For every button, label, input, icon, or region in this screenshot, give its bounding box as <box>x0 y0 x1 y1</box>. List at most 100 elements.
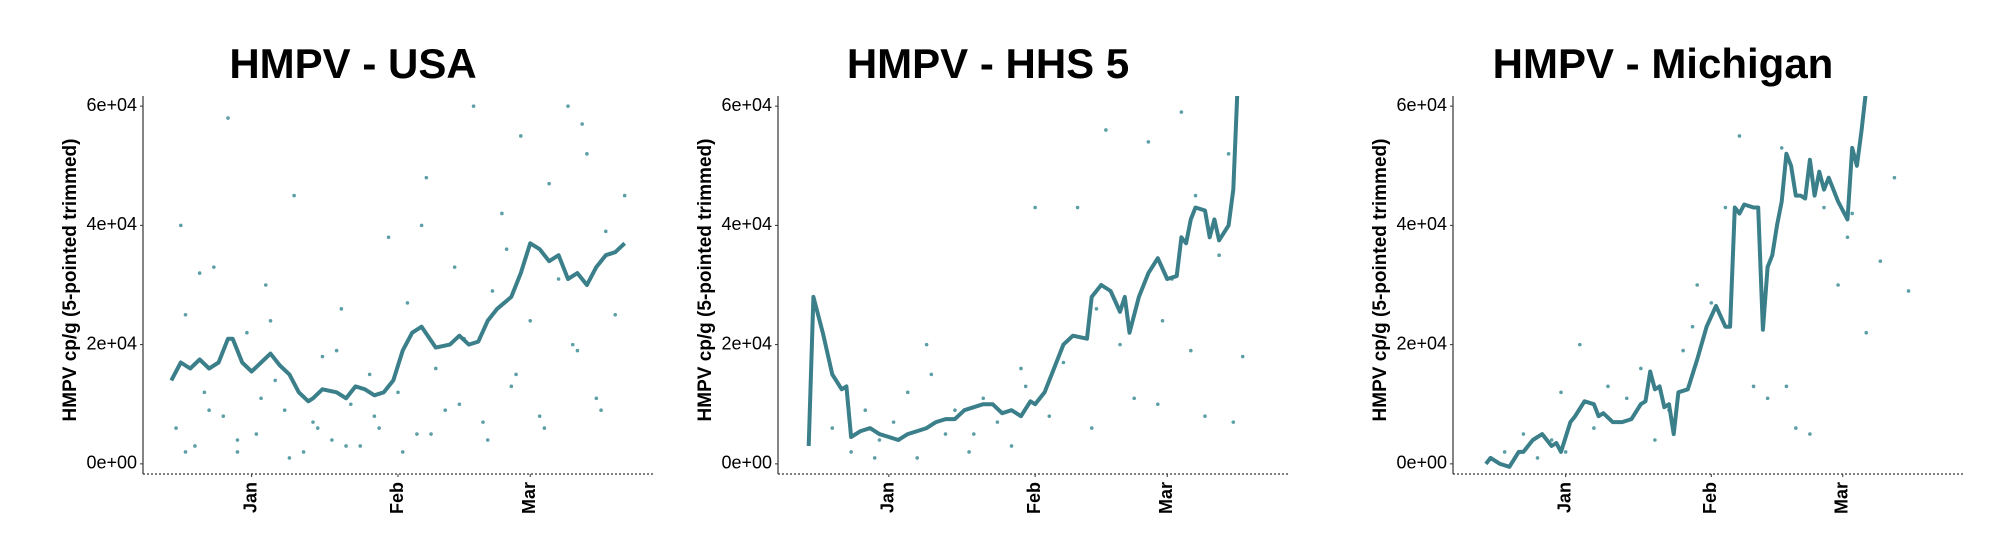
x-tick-label: Mar <box>519 482 539 514</box>
data-point <box>1822 205 1826 210</box>
data-point <box>263 283 268 287</box>
data-point <box>575 348 580 353</box>
data-point <box>514 372 518 377</box>
data-point <box>1217 253 1221 257</box>
data-point <box>1226 152 1231 156</box>
data-point <box>1240 354 1245 359</box>
data-point <box>1535 456 1540 460</box>
y-axis-label: HMPV cp/g (5-pointed trimmed) <box>1370 139 1391 422</box>
data-point <box>481 420 485 424</box>
data-point <box>415 432 419 436</box>
x-tick-label: Jan <box>1554 482 1574 513</box>
data-point <box>311 420 315 424</box>
data-point <box>424 175 429 180</box>
data-point <box>1864 330 1869 335</box>
y-tick-label: 2e+04 <box>86 333 137 353</box>
data-point <box>245 330 249 335</box>
data-point <box>1606 384 1610 389</box>
y-tick-label: 6e+04 <box>721 95 772 115</box>
data-point <box>183 313 188 317</box>
data-point <box>537 414 542 418</box>
data-point <box>348 402 353 407</box>
data-point <box>197 271 202 275</box>
y-tick-label: 2e+04 <box>721 333 772 353</box>
data-point <box>315 426 320 430</box>
data-point <box>1709 301 1714 305</box>
data-point <box>594 396 599 401</box>
data-point <box>268 318 273 323</box>
data-point <box>995 420 1000 424</box>
data-point <box>433 366 438 371</box>
data-point <box>1132 396 1136 401</box>
data-point <box>1624 396 1629 401</box>
data-point <box>622 193 627 198</box>
data-point <box>570 342 575 347</box>
y-axis-label: HMPV cp/g (5-pointed trimmed) <box>695 139 716 422</box>
data-point <box>1203 414 1207 418</box>
data-point <box>1906 289 1911 293</box>
data-point <box>915 456 919 460</box>
data-point <box>1155 402 1160 407</box>
data-point <box>1836 283 1840 287</box>
data-point <box>943 432 948 436</box>
y-tick-label: 4e+04 <box>721 214 772 234</box>
x-tick-label: Feb <box>1700 482 1720 514</box>
data-point <box>830 426 835 430</box>
data-point <box>202 390 207 395</box>
y-tick-label: 0e+00 <box>721 453 772 473</box>
data-point <box>1193 193 1198 198</box>
data-point <box>1521 432 1526 436</box>
data-point <box>226 116 230 120</box>
data-point <box>443 408 448 413</box>
data-point <box>372 414 377 418</box>
data-point <box>1892 175 1897 180</box>
data-point <box>603 229 608 234</box>
data-point <box>377 426 381 430</box>
data-point <box>221 414 226 418</box>
data-point <box>1765 396 1770 401</box>
data-point <box>599 408 603 413</box>
trend-line <box>806 96 1240 447</box>
data-point <box>292 193 296 198</box>
data-point <box>981 396 986 401</box>
data-point <box>287 456 292 460</box>
y-tick-label: 6e+04 <box>1396 95 1447 115</box>
data-point <box>905 390 910 395</box>
panel: HMPV - USA HMPV cp/g (5-pointed trimmed) 0… <box>60 40 653 514</box>
y-tick-label: 4e+04 <box>86 214 137 234</box>
data-point <box>1019 366 1023 371</box>
chart-title: HMPV - HHS 5 <box>847 40 1129 87</box>
data-point <box>471 104 476 108</box>
data-point <box>1033 205 1037 210</box>
data-point <box>282 408 287 413</box>
x-tick-label: Feb <box>1024 482 1044 514</box>
data-point <box>301 450 306 454</box>
data-point <box>1794 426 1798 430</box>
plot-area <box>806 96 1245 460</box>
data-point <box>405 301 410 305</box>
data-point <box>542 426 547 430</box>
data-point <box>193 444 197 448</box>
data-point <box>872 456 877 460</box>
data-point <box>400 450 405 454</box>
data-point <box>1779 146 1784 150</box>
data-point <box>174 426 178 430</box>
x-tick-label: Mar <box>1156 482 1176 514</box>
data-point <box>339 307 344 311</box>
data-point <box>528 318 533 323</box>
data-point <box>1577 342 1582 347</box>
data-point <box>891 420 896 424</box>
data-point <box>1639 366 1643 371</box>
x-tick-label: Mar <box>1832 482 1852 514</box>
data-point <box>1751 384 1756 389</box>
y-tick-label: 2e+04 <box>1396 333 1447 353</box>
plot-area <box>169 104 627 460</box>
data-point <box>490 289 495 293</box>
y-tick-label: 6e+04 <box>86 95 137 115</box>
trend-line <box>169 241 627 404</box>
data-point <box>1559 390 1563 395</box>
data-point <box>273 378 278 383</box>
plot-area <box>1484 96 1911 469</box>
data-point <box>1089 426 1094 430</box>
